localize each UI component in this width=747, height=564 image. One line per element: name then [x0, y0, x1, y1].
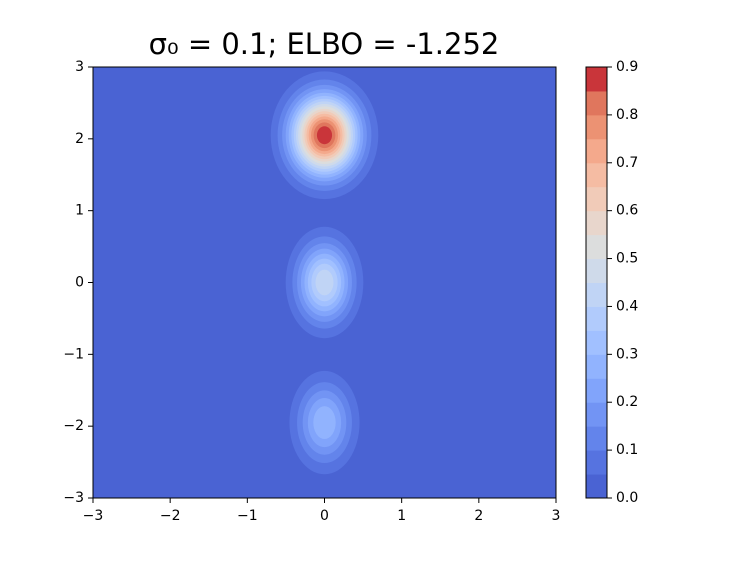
y-tick-label: 1	[75, 203, 84, 219]
colorbar: 0.0 0.1 0.2 0.3 0.4 0.5 0.6 0.7 0.8 0.9	[585, 59, 638, 506]
colorbar-band	[586, 138, 607, 164]
x-tick-label: −3	[83, 508, 104, 524]
colorbar-band	[586, 234, 607, 260]
colorbar-frame	[585, 66, 608, 499]
x-tick-label: −1	[237, 508, 258, 524]
chart-title: σ₀ = 0.1; ELBO = -1.252	[149, 27, 500, 61]
colorbar-tick-label: 0.2	[616, 394, 638, 410]
contour-band	[316, 126, 333, 145]
colorbar-tick-label: 0.7	[616, 155, 638, 171]
colorbar-band	[586, 186, 607, 212]
y-tick-label: 0	[75, 275, 84, 291]
contour-band	[315, 269, 334, 296]
x-tick-label: −2	[160, 508, 181, 524]
colorbar-band	[586, 378, 607, 403]
colorbar-tick-label: 0.8	[616, 107, 638, 123]
colorbar-tick-label: 0.5	[616, 251, 638, 267]
x-tick-label: 0	[320, 508, 329, 524]
colorbar-band	[586, 282, 607, 307]
x-tick-label: 3	[552, 508, 561, 524]
colorbar-tick-label: 0.9	[616, 59, 638, 75]
colorbar-band	[586, 330, 607, 355]
colorbar-band	[586, 306, 607, 331]
colorbar-band	[586, 450, 607, 475]
colorbar-band	[586, 402, 607, 427]
colorbar-band	[586, 210, 607, 236]
y-tick-label: −2	[63, 418, 84, 434]
x-tick-label: 1	[397, 508, 406, 524]
plot-area	[93, 67, 556, 498]
colorbar-band	[586, 426, 607, 451]
colorbar-tick-label: 0.0	[616, 490, 638, 506]
x-tick-label: 2	[474, 508, 483, 524]
colorbar-band	[586, 258, 607, 283]
y-tick-label: 2	[75, 131, 84, 147]
colorbar-band	[586, 162, 607, 188]
colorbar-band	[586, 474, 607, 499]
colorbar-tick-label: 0.1	[616, 442, 638, 458]
colorbar-tick-label: 0.3	[616, 346, 638, 362]
colorbar-tick-label: 0.4	[616, 298, 638, 314]
contour-band	[313, 406, 336, 440]
y-tick-label: 3	[75, 59, 84, 75]
y-tick-label: −1	[63, 346, 84, 362]
colorbar-band	[586, 354, 607, 379]
colorbar-tick-label: 0.6	[616, 203, 638, 219]
colorbar-band	[586, 114, 607, 140]
colorbar-band	[586, 67, 607, 92]
colorbar-band	[586, 90, 607, 116]
y-tick-label: −3	[63, 490, 84, 506]
